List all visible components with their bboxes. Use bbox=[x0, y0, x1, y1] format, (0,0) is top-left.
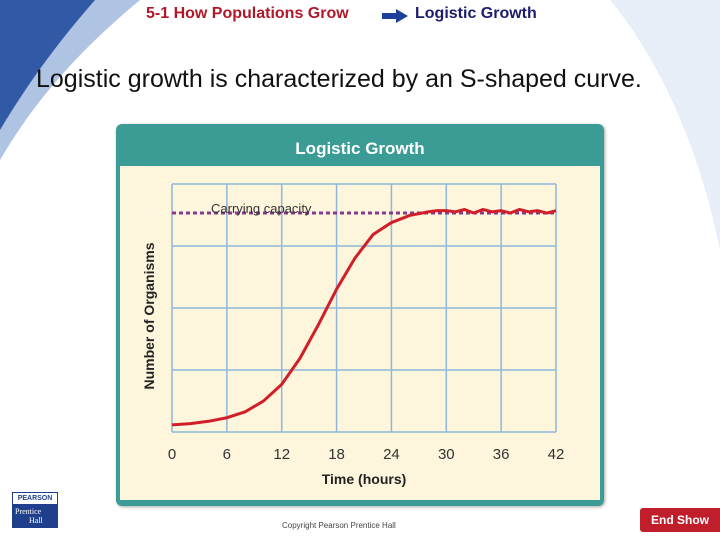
slide-label-line1: Slide bbox=[687, 475, 712, 487]
copyright-text: Copyright Pearson Prentice Hall bbox=[282, 521, 396, 530]
chart-title: Logistic Growth bbox=[295, 139, 424, 158]
x-tick-label: 36 bbox=[493, 446, 510, 463]
x-tick-label: 0 bbox=[168, 446, 176, 463]
capacity-label: Carrying capacity bbox=[211, 201, 312, 216]
y-axis-label: Number of Organisms bbox=[141, 242, 157, 389]
end-show-button[interactable]: End Show bbox=[640, 508, 720, 532]
topic-title: Logistic Growth bbox=[415, 5, 537, 22]
slide-label-line2: 23 of 22 bbox=[672, 489, 712, 501]
logo-line2: Hall bbox=[29, 516, 43, 525]
slide-counter: Slide 23 of 22 bbox=[672, 474, 712, 502]
logo-line1: Prentice bbox=[15, 507, 42, 516]
x-tick-label: 30 bbox=[438, 446, 455, 463]
x-tick-label: 12 bbox=[273, 446, 290, 463]
x-tick-label: 6 bbox=[223, 446, 231, 463]
x-tick-labels: 0 6 12 18 24 30 36 42 bbox=[168, 446, 565, 463]
x-tick-label: 42 bbox=[548, 446, 565, 463]
series-line-0 bbox=[171, 207, 557, 427]
logo-bottom-text: Prentice Hall bbox=[15, 507, 57, 525]
logistic-growth-chart: Logistic Growth Carrying capacity 0 6 12 18… bbox=[120, 134, 600, 500]
slide-header: 5-1 How Populations Grow Logistic Growth bbox=[0, 5, 720, 27]
x-tick-label: 18 bbox=[328, 446, 345, 463]
growth-curve bbox=[171, 207, 557, 427]
logo-top-text: PEARSON bbox=[12, 492, 58, 505]
chart-grid bbox=[171, 183, 557, 433]
plot-background bbox=[120, 166, 600, 500]
slide-heading: Logistic growth is characterized by an S… bbox=[36, 65, 642, 93]
chart-panel: Logistic Growth Carrying capacity 0 6 12 18… bbox=[116, 124, 604, 506]
x-axis-label: Time (hours) bbox=[322, 471, 407, 487]
right-arrow-icon bbox=[382, 9, 408, 23]
section-title: 5-1 How Populations Grow bbox=[146, 5, 349, 22]
pearson-logo: PEARSON Prentice Hall bbox=[12, 492, 58, 528]
x-tick-label: 24 bbox=[383, 446, 400, 463]
